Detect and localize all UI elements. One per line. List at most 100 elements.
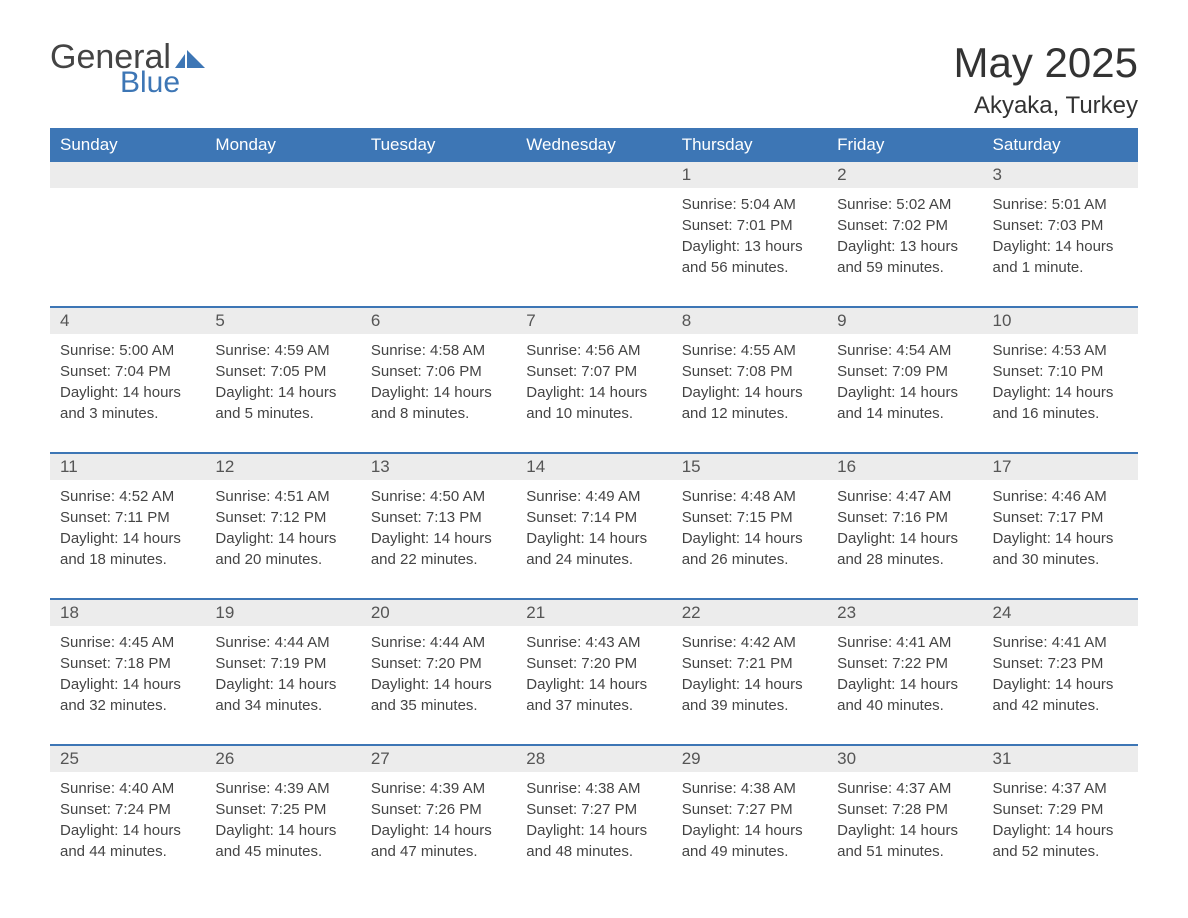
sunrise-text: Sunrise: 4:42 AM (682, 632, 817, 653)
daylight-text: Daylight: 14 hours and 52 minutes. (993, 820, 1128, 862)
sunset-text: Sunset: 7:06 PM (371, 361, 506, 382)
daylight-text: Daylight: 14 hours and 26 minutes. (682, 528, 817, 570)
sunrise-text: Sunrise: 4:59 AM (215, 340, 350, 361)
day-number: 11 (50, 454, 205, 480)
day-content: Sunrise: 4:51 AMSunset: 7:12 PMDaylight:… (205, 480, 360, 598)
sunrise-text: Sunrise: 4:49 AM (526, 486, 661, 507)
day-number: 19 (205, 600, 360, 626)
calendar-cell: 17Sunrise: 4:46 AMSunset: 7:17 PMDayligh… (983, 453, 1138, 599)
sunset-text: Sunset: 7:10 PM (993, 361, 1128, 382)
sunrise-text: Sunrise: 4:45 AM (60, 632, 195, 653)
calendar-cell (361, 162, 516, 307)
calendar-cell: 12Sunrise: 4:51 AMSunset: 7:12 PMDayligh… (205, 453, 360, 599)
calendar-week-row: 25Sunrise: 4:40 AMSunset: 7:24 PMDayligh… (50, 745, 1138, 890)
sunset-text: Sunset: 7:20 PM (371, 653, 506, 674)
day-number: 6 (361, 308, 516, 334)
sunset-text: Sunset: 7:17 PM (993, 507, 1128, 528)
daylight-text: Daylight: 14 hours and 14 minutes. (837, 382, 972, 424)
day-number: 26 (205, 746, 360, 772)
sunset-text: Sunset: 7:20 PM (526, 653, 661, 674)
weekday-header: Saturday (983, 128, 1138, 162)
day-content: Sunrise: 4:38 AMSunset: 7:27 PMDaylight:… (516, 772, 671, 890)
day-content: Sunrise: 4:37 AMSunset: 7:29 PMDaylight:… (983, 772, 1138, 890)
sunrise-text: Sunrise: 4:39 AM (215, 778, 350, 799)
daylight-text: Daylight: 14 hours and 18 minutes. (60, 528, 195, 570)
day-content: Sunrise: 4:47 AMSunset: 7:16 PMDaylight:… (827, 480, 982, 598)
sunrise-text: Sunrise: 4:48 AM (682, 486, 817, 507)
calendar-cell: 3Sunrise: 5:01 AMSunset: 7:03 PMDaylight… (983, 162, 1138, 307)
day-content: Sunrise: 4:39 AMSunset: 7:25 PMDaylight:… (205, 772, 360, 890)
day-number: 12 (205, 454, 360, 480)
day-number: 13 (361, 454, 516, 480)
day-content: Sunrise: 4:55 AMSunset: 7:08 PMDaylight:… (672, 334, 827, 452)
daylight-text: Daylight: 14 hours and 22 minutes. (371, 528, 506, 570)
sunset-text: Sunset: 7:27 PM (682, 799, 817, 820)
calendar-cell: 30Sunrise: 4:37 AMSunset: 7:28 PMDayligh… (827, 745, 982, 890)
weekday-header: Tuesday (361, 128, 516, 162)
calendar-header-row: SundayMondayTuesdayWednesdayThursdayFrid… (50, 128, 1138, 162)
location-subtitle: Akyaka, Turkey (954, 92, 1138, 120)
daylight-text: Daylight: 14 hours and 32 minutes. (60, 674, 195, 716)
calendar-cell: 19Sunrise: 4:44 AMSunset: 7:19 PMDayligh… (205, 599, 360, 745)
sunrise-text: Sunrise: 4:41 AM (993, 632, 1128, 653)
daylight-text: Daylight: 14 hours and 35 minutes. (371, 674, 506, 716)
daylight-text: Daylight: 14 hours and 37 minutes. (526, 674, 661, 716)
day-content (361, 188, 516, 268)
calendar-cell: 8Sunrise: 4:55 AMSunset: 7:08 PMDaylight… (672, 307, 827, 453)
daylight-text: Daylight: 14 hours and 47 minutes. (371, 820, 506, 862)
sunrise-text: Sunrise: 4:53 AM (993, 340, 1128, 361)
sunset-text: Sunset: 7:07 PM (526, 361, 661, 382)
daylight-text: Daylight: 14 hours and 8 minutes. (371, 382, 506, 424)
day-content: Sunrise: 5:02 AMSunset: 7:02 PMDaylight:… (827, 188, 982, 306)
calendar-cell: 6 Sunrise: 4:58 AMSunset: 7:06 PMDaylight… (361, 307, 516, 453)
sunset-text: Sunset: 7:26 PM (371, 799, 506, 820)
day-number: 18 (50, 600, 205, 626)
sunset-text: Sunset: 7:12 PM (215, 507, 350, 528)
sunset-text: Sunset: 7:01 PM (682, 215, 817, 236)
calendar-cell (205, 162, 360, 307)
calendar-cell: 25Sunrise: 4:40 AMSunset: 7:24 PMDayligh… (50, 745, 205, 890)
brand-logo: General Blue (50, 40, 205, 98)
day-number: 3 (983, 162, 1138, 188)
calendar-cell: 13Sunrise: 4:50 AMSunset: 7:13 PMDayligh… (361, 453, 516, 599)
day-number: 28 (516, 746, 671, 772)
sunset-text: Sunset: 7:18 PM (60, 653, 195, 674)
daylight-text: Daylight: 14 hours and 12 minutes. (682, 382, 817, 424)
sunrise-text: Sunrise: 4:56 AM (526, 340, 661, 361)
calendar-cell: 4Sunrise: 5:00 AMSunset: 7:04 PMDaylight… (50, 307, 205, 453)
sunrise-text: Sunrise: 4:54 AM (837, 340, 972, 361)
day-number (50, 162, 205, 188)
sunrise-text: Sunrise: 4:44 AM (371, 632, 506, 653)
daylight-text: Daylight: 14 hours and 49 minutes. (682, 820, 817, 862)
day-content: Sunrise: 5:01 AMSunset: 7:03 PMDaylight:… (983, 188, 1138, 306)
day-number: 24 (983, 600, 1138, 626)
daylight-text: Daylight: 14 hours and 40 minutes. (837, 674, 972, 716)
day-number: 23 (827, 600, 982, 626)
day-number: 29 (672, 746, 827, 772)
sunrise-text: Sunrise: 5:04 AM (682, 194, 817, 215)
daylight-text: Daylight: 14 hours and 48 minutes. (526, 820, 661, 862)
day-content: Sunrise: 4:44 AMSunset: 7:20 PMDaylight:… (361, 626, 516, 744)
sunrise-text: Sunrise: 4:43 AM (526, 632, 661, 653)
day-content: Sunrise: 4:43 AMSunset: 7:20 PMDaylight:… (516, 626, 671, 744)
calendar-week-row: 1 Sunrise: 5:04 AMSunset: 7:01 PM Daylight… (50, 162, 1138, 307)
title-block: May 2025 Akyaka, Turkey (954, 40, 1138, 120)
daylight-text: Daylight: 14 hours and 45 minutes. (215, 820, 350, 862)
sunrise-text: Sunrise: 4:58 AM (371, 340, 506, 361)
day-number: 1 (672, 162, 827, 188)
day-content (50, 188, 205, 268)
calendar-cell: 29Sunrise: 4:38 AMSunset: 7:27 PMDayligh… (672, 745, 827, 890)
day-content: Sunrise: 4:53 AMSunset: 7:10 PMDaylight:… (983, 334, 1138, 452)
day-content: Sunrise: 4:42 AMSunset: 7:21 PMDaylight:… (672, 626, 827, 744)
weekday-header: Friday (827, 128, 982, 162)
calendar-cell: 31Sunrise: 4:37 AMSunset: 7:29 PMDayligh… (983, 745, 1138, 890)
daylight-text: Daylight: 14 hours and 1 minute. (993, 236, 1128, 278)
calendar-cell: 27Sunrise: 4:39 AMSunset: 7:26 PMDayligh… (361, 745, 516, 890)
sunset-text: Sunset: 7:13 PM (371, 507, 506, 528)
day-number: 2 (827, 162, 982, 188)
day-content: Sunrise: 4:44 AMSunset: 7:19 PMDaylight:… (205, 626, 360, 744)
day-content: Sunrise: 4:49 AMSunset: 7:14 PMDaylight:… (516, 480, 671, 598)
day-number: 16 (827, 454, 982, 480)
sunrise-text: Sunrise: 4:41 AM (837, 632, 972, 653)
day-content: Sunrise: 4:56 AMSunset: 7:07 PMDaylight:… (516, 334, 671, 452)
